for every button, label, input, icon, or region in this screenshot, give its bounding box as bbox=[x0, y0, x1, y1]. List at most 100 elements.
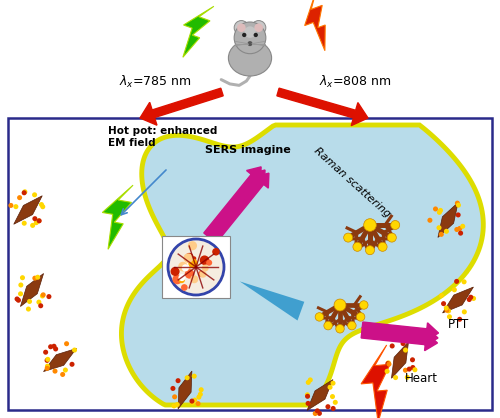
Circle shape bbox=[393, 375, 398, 380]
Circle shape bbox=[40, 204, 46, 209]
Circle shape bbox=[60, 372, 65, 377]
Circle shape bbox=[444, 229, 449, 234]
Circle shape bbox=[444, 308, 450, 313]
Circle shape bbox=[172, 274, 182, 284]
Circle shape bbox=[306, 401, 310, 406]
Circle shape bbox=[441, 301, 446, 306]
Circle shape bbox=[185, 253, 194, 262]
Circle shape bbox=[36, 300, 42, 305]
Circle shape bbox=[46, 357, 51, 362]
Circle shape bbox=[468, 295, 473, 300]
Circle shape bbox=[439, 293, 444, 298]
Circle shape bbox=[328, 385, 332, 390]
Circle shape bbox=[170, 386, 175, 391]
Polygon shape bbox=[204, 167, 261, 237]
Circle shape bbox=[403, 347, 408, 353]
Circle shape bbox=[444, 306, 449, 311]
Polygon shape bbox=[277, 88, 368, 126]
Circle shape bbox=[348, 321, 356, 330]
Circle shape bbox=[35, 275, 40, 280]
Circle shape bbox=[32, 216, 38, 221]
Polygon shape bbox=[362, 327, 438, 346]
Circle shape bbox=[333, 400, 338, 405]
Circle shape bbox=[22, 189, 28, 194]
Circle shape bbox=[52, 369, 58, 374]
Circle shape bbox=[330, 394, 335, 399]
Circle shape bbox=[30, 223, 35, 228]
Circle shape bbox=[46, 294, 52, 299]
Circle shape bbox=[386, 362, 392, 367]
Circle shape bbox=[27, 299, 32, 304]
Circle shape bbox=[315, 313, 324, 321]
Circle shape bbox=[455, 201, 460, 206]
Circle shape bbox=[471, 296, 476, 301]
Text: Heart: Heart bbox=[405, 372, 438, 385]
Circle shape bbox=[388, 233, 396, 242]
Circle shape bbox=[360, 301, 368, 309]
Circle shape bbox=[196, 395, 202, 400]
Circle shape bbox=[456, 212, 460, 217]
Polygon shape bbox=[362, 322, 438, 341]
Circle shape bbox=[26, 306, 31, 311]
Circle shape bbox=[428, 218, 432, 223]
Text: $\lambda_x$=785 nm: $\lambda_x$=785 nm bbox=[118, 74, 192, 90]
Polygon shape bbox=[307, 380, 333, 410]
Circle shape bbox=[234, 22, 266, 54]
Ellipse shape bbox=[228, 40, 272, 76]
Circle shape bbox=[330, 406, 336, 411]
Circle shape bbox=[242, 33, 246, 37]
Circle shape bbox=[254, 23, 263, 32]
Polygon shape bbox=[183, 6, 214, 57]
Circle shape bbox=[14, 204, 18, 209]
Circle shape bbox=[192, 256, 196, 261]
Circle shape bbox=[344, 233, 352, 242]
Circle shape bbox=[254, 33, 258, 37]
Circle shape bbox=[184, 267, 191, 273]
Circle shape bbox=[460, 224, 465, 229]
Circle shape bbox=[306, 380, 311, 385]
Circle shape bbox=[378, 242, 387, 251]
Circle shape bbox=[412, 367, 418, 372]
Circle shape bbox=[312, 411, 318, 416]
Circle shape bbox=[454, 279, 459, 284]
Circle shape bbox=[457, 317, 462, 322]
Circle shape bbox=[206, 260, 212, 266]
Circle shape bbox=[39, 202, 44, 207]
Circle shape bbox=[43, 350, 48, 355]
Circle shape bbox=[330, 381, 336, 386]
Circle shape bbox=[366, 246, 374, 255]
Circle shape bbox=[462, 279, 466, 284]
Polygon shape bbox=[212, 173, 269, 243]
Text: SERS imagine: SERS imagine bbox=[205, 145, 291, 155]
Circle shape bbox=[190, 399, 194, 404]
Circle shape bbox=[184, 258, 192, 266]
Circle shape bbox=[188, 257, 194, 264]
Circle shape bbox=[40, 293, 45, 298]
Circle shape bbox=[202, 265, 208, 272]
Circle shape bbox=[404, 375, 410, 380]
Circle shape bbox=[336, 324, 344, 333]
Circle shape bbox=[16, 298, 21, 303]
Polygon shape bbox=[361, 345, 390, 418]
Circle shape bbox=[334, 299, 346, 311]
Circle shape bbox=[386, 361, 390, 366]
Circle shape bbox=[44, 366, 50, 371]
Circle shape bbox=[196, 401, 200, 406]
Text: Raman scattering: Raman scattering bbox=[312, 145, 392, 219]
Polygon shape bbox=[240, 281, 304, 321]
Circle shape bbox=[40, 292, 46, 297]
Circle shape bbox=[172, 394, 177, 399]
FancyBboxPatch shape bbox=[8, 118, 492, 410]
Circle shape bbox=[248, 41, 252, 46]
Circle shape bbox=[188, 259, 198, 268]
Circle shape bbox=[198, 271, 204, 277]
Circle shape bbox=[462, 309, 467, 314]
Circle shape bbox=[18, 291, 23, 296]
Circle shape bbox=[244, 26, 256, 38]
Circle shape bbox=[390, 221, 400, 229]
Circle shape bbox=[324, 321, 332, 330]
Circle shape bbox=[172, 403, 176, 408]
Circle shape bbox=[386, 360, 391, 365]
FancyBboxPatch shape bbox=[162, 236, 230, 298]
Circle shape bbox=[70, 362, 74, 367]
